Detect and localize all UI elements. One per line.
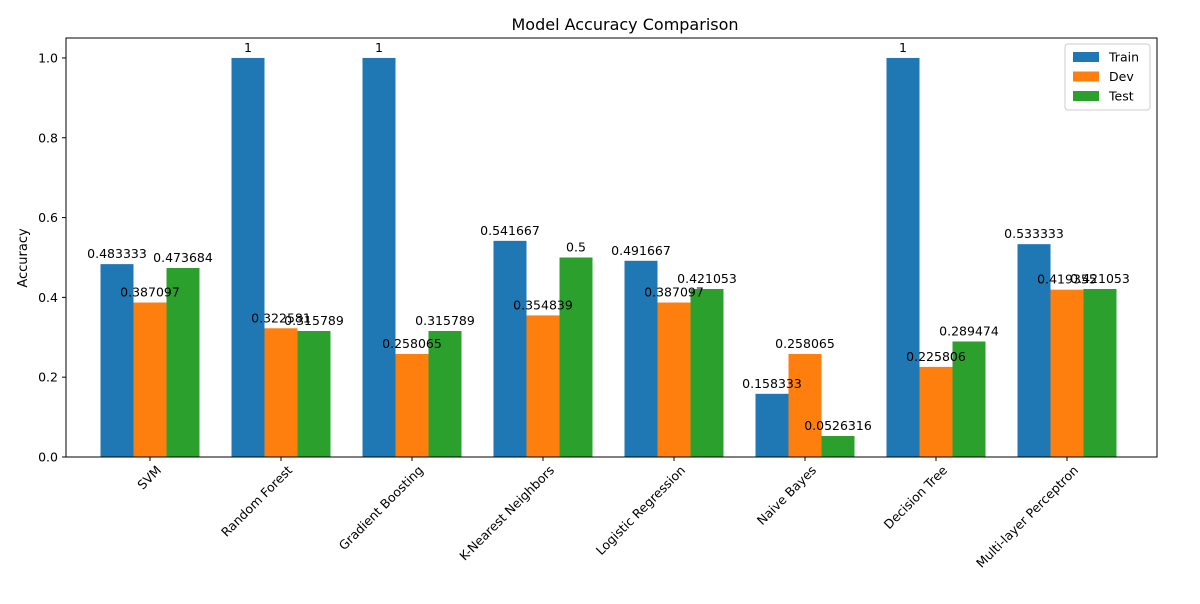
bars-layer bbox=[100, 57, 1117, 457]
bar-value-label: 0.483333 bbox=[87, 246, 147, 261]
bar-value-label: 0.473684 bbox=[153, 250, 213, 265]
bar-train-0 bbox=[100, 264, 134, 457]
bar-value-label: 0.0526316 bbox=[804, 418, 872, 433]
bar-value-label: 0.315789 bbox=[284, 313, 344, 328]
bar-train-6 bbox=[886, 57, 920, 457]
bar-value-label: 0.315789 bbox=[415, 313, 475, 328]
x-tick-label: Logistic Regression bbox=[593, 463, 688, 558]
x-tick-label: Decision Tree bbox=[881, 462, 951, 532]
bar-value-label: 0.419355 bbox=[1037, 272, 1097, 287]
x-tick-label: SVM bbox=[134, 463, 164, 493]
x-tick-label: Random Forest bbox=[218, 462, 295, 539]
legend-swatch-dev bbox=[1073, 71, 1099, 82]
bar-value-label: 0.258065 bbox=[775, 336, 835, 351]
bar-labels-layer: 0.4833330.3870970.47368410.3225810.31578… bbox=[87, 40, 1130, 433]
bar-train-4 bbox=[624, 260, 658, 457]
bar-train-5 bbox=[755, 393, 789, 457]
bar-test-7 bbox=[1083, 288, 1117, 457]
y-tick-label: 0.2 bbox=[38, 370, 58, 385]
bar-value-label: 0.541667 bbox=[480, 223, 540, 238]
bar-value-label: 0.258065 bbox=[382, 336, 442, 351]
bar-test-5 bbox=[821, 435, 855, 457]
bar-dev-3 bbox=[526, 315, 560, 457]
bar-value-label: 1 bbox=[244, 40, 252, 55]
y-axis: 0.0 0.2 0.4 0.6 0.8 1.0 bbox=[38, 50, 66, 465]
bar-value-label: 0.322581 bbox=[251, 310, 311, 325]
legend-label-train: Train bbox=[1108, 50, 1139, 65]
y-tick-label: 0.4 bbox=[38, 290, 58, 305]
y-tick-label: 0.6 bbox=[38, 210, 58, 225]
legend: Train Dev Test bbox=[1064, 43, 1151, 111]
bar-dev-5 bbox=[788, 354, 822, 457]
bar-value-label: 0.289474 bbox=[939, 323, 999, 338]
y-tick-label: 0.8 bbox=[38, 130, 58, 145]
bar-value-label: 0.225806 bbox=[906, 349, 966, 364]
chart-title: Model Accuracy Comparison bbox=[511, 15, 738, 34]
y-tick-label: 1.0 bbox=[38, 50, 58, 65]
legend-label-test: Test bbox=[1108, 89, 1134, 104]
bar-value-label: 1 bbox=[375, 40, 383, 55]
bar-value-label: 0.158333 bbox=[742, 376, 802, 391]
bar-train-3 bbox=[493, 240, 527, 457]
x-axis: SVM Random Forest Gradient Boosting K-Neare… bbox=[134, 457, 1081, 571]
bar-value-label: 0.533333 bbox=[1004, 226, 1064, 241]
bar-train-2 bbox=[362, 57, 396, 457]
x-tick-label: K-Nearest Neighbors bbox=[456, 463, 557, 564]
x-tick-label: Multi-layer Perceptron bbox=[973, 463, 1081, 571]
bar-value-label: 0.421053 bbox=[677, 271, 737, 286]
bar-test-3 bbox=[559, 257, 593, 457]
bar-train-1 bbox=[231, 57, 265, 457]
bar-value-label: 0.354839 bbox=[513, 297, 573, 312]
y-tick-label: 0.0 bbox=[38, 450, 58, 465]
x-tick-label: Gradient Boosting bbox=[336, 463, 427, 554]
bar-test-6 bbox=[952, 341, 986, 457]
bar-dev-2 bbox=[395, 354, 429, 457]
x-tick-label: Naive Bayes bbox=[754, 463, 819, 528]
bar-test-1 bbox=[297, 330, 331, 457]
bar-value-label: 0.387097 bbox=[120, 285, 180, 300]
bar-test-2 bbox=[428, 330, 462, 457]
bar-value-label: 0.387097 bbox=[644, 285, 704, 300]
legend-swatch-test bbox=[1073, 91, 1099, 101]
bar-dev-4 bbox=[657, 302, 691, 457]
bar-test-4 bbox=[690, 288, 724, 457]
bar-value-label: 0.5 bbox=[566, 239, 586, 254]
bar-train-7 bbox=[1017, 244, 1051, 457]
plot-frame bbox=[65, 37, 1158, 458]
bar-value-label: 0.491667 bbox=[611, 243, 671, 258]
bar-dev-1 bbox=[264, 328, 298, 457]
bar-value-label: 1 bbox=[899, 40, 907, 55]
bar-test-0 bbox=[166, 267, 200, 457]
y-axis-label: Accuracy bbox=[16, 228, 31, 288]
bar-dev-7 bbox=[1050, 289, 1084, 457]
bar-value-label: 0.421053 bbox=[1070, 271, 1130, 286]
legend-swatch-train bbox=[1073, 52, 1099, 62]
bar-dev-0 bbox=[133, 302, 167, 457]
bar-dev-6 bbox=[919, 366, 953, 457]
legend-label-dev: Dev bbox=[1109, 69, 1134, 84]
